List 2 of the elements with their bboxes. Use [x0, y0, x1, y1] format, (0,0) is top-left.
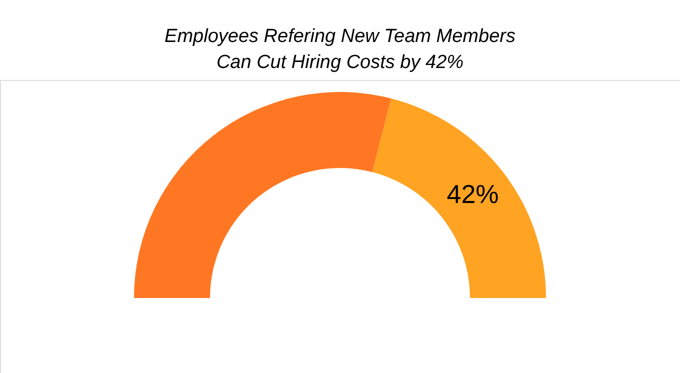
data-label: 42% — [446, 179, 499, 210]
chart-title: Employees Refering New Team Members Can Cut Hiring Costs by 42% — [164, 26, 516, 73]
